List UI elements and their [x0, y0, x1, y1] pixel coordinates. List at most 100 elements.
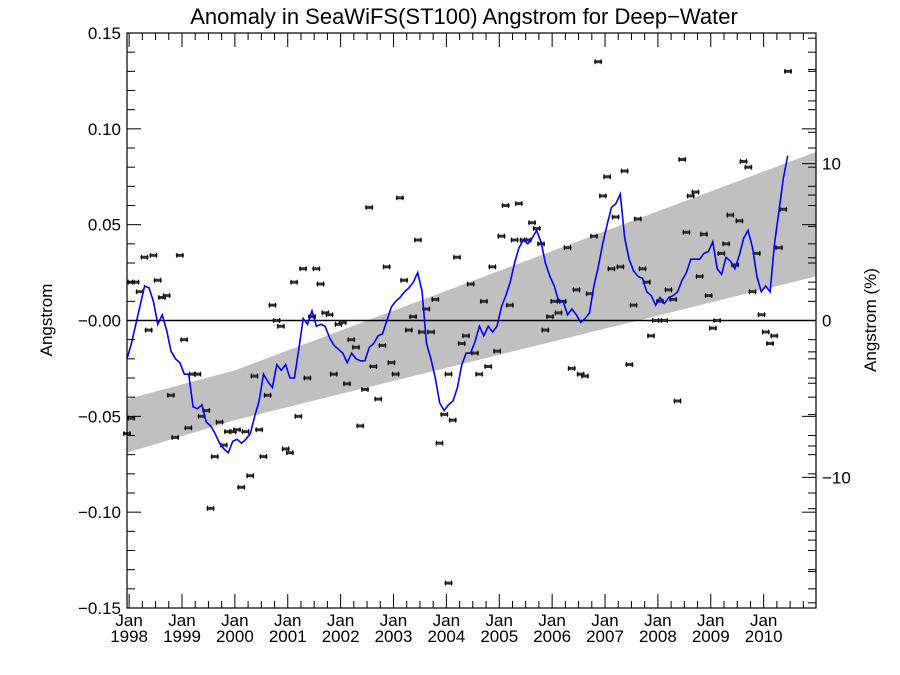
point-marker [550, 299, 559, 303]
x-tick-label-year: 1998 [110, 627, 148, 646]
data-point [461, 333, 470, 339]
data-point [735, 218, 744, 224]
data-point [616, 264, 625, 270]
data-point [268, 302, 277, 308]
point-marker [356, 424, 365, 428]
y-tick-label: −0.00 [78, 312, 121, 331]
data-point [387, 360, 396, 366]
y-right-tick-label: −10 [822, 468, 851, 487]
data-point [744, 164, 753, 170]
point-marker [731, 263, 740, 267]
x-tick-label-month: Jan [115, 611, 142, 630]
point-marker [625, 363, 634, 367]
data-point [391, 371, 400, 377]
data-point [444, 580, 453, 586]
point-marker [131, 280, 140, 284]
x-tick-label-month: Jan [486, 611, 513, 630]
point-marker [770, 334, 779, 338]
point-marker [470, 351, 479, 355]
point-marker [308, 315, 317, 319]
point-marker [598, 194, 607, 198]
data-point [272, 318, 281, 323]
point-marker [638, 267, 647, 271]
data-point [452, 254, 461, 260]
point-marker [572, 288, 581, 292]
point-marker [387, 361, 396, 365]
data-point [347, 337, 356, 343]
point-marker [347, 338, 356, 342]
point-marker [765, 342, 774, 345]
chart-title: Anomaly in SeaWiFS(ST100) Angstrom for D… [190, 4, 738, 29]
x-tick-label-month: Jan [644, 611, 671, 630]
point-marker [193, 372, 202, 376]
point-marker [717, 251, 726, 255]
x-tick-label-month: Jan [274, 611, 301, 630]
point-marker [452, 255, 461, 259]
data-point [395, 195, 404, 201]
point-marker [651, 319, 660, 322]
point-marker [735, 219, 744, 223]
x-axis: Jan1998Jan1999Jan2000Jan2001Jan2002Jan20… [110, 33, 804, 646]
point-marker [255, 428, 264, 432]
data-point [638, 266, 647, 272]
data-point [647, 333, 656, 339]
data-point [466, 281, 475, 287]
x-tick-label-year: 2003 [375, 627, 413, 646]
point-marker [409, 315, 418, 319]
point-marker [726, 213, 735, 217]
point-marker [708, 326, 717, 330]
point-marker [497, 234, 506, 238]
x-tick-label-year: 2001 [269, 627, 307, 646]
x-tick-label-month: Jan [168, 611, 195, 630]
data-point [779, 206, 788, 212]
data-point [514, 201, 523, 207]
data-point [444, 371, 453, 377]
point-marker [272, 319, 281, 322]
data-point [699, 231, 708, 237]
data-point [255, 427, 264, 433]
point-marker [175, 253, 184, 257]
point-marker [144, 328, 153, 332]
data-point [329, 371, 338, 377]
point-marker [444, 581, 453, 585]
point-marker [523, 238, 532, 242]
data-point [717, 250, 726, 256]
data-point [276, 323, 285, 329]
x-tick-label-year: 2002 [322, 627, 360, 646]
point-marker [514, 202, 523, 206]
data-point [342, 381, 351, 387]
point-marker [510, 238, 519, 242]
data-point [435, 440, 444, 446]
data-point [299, 266, 308, 272]
point-marker [237, 485, 246, 489]
point-marker [365, 205, 374, 209]
point-marker [378, 343, 387, 347]
point-marker [259, 455, 268, 459]
data-point [550, 298, 559, 304]
trend-band [127, 151, 816, 453]
data-point [704, 293, 713, 299]
data-point [686, 193, 695, 199]
data-point [171, 434, 180, 440]
data-point [140, 254, 149, 260]
point-marker [475, 372, 484, 376]
x-tick-label-year: 2004 [427, 627, 465, 646]
point-marker [554, 311, 563, 315]
point-marker [761, 330, 770, 334]
x-tick-label-year: 2007 [586, 627, 624, 646]
point-marker [338, 320, 347, 324]
data-point [598, 193, 607, 199]
data-point [457, 341, 466, 346]
data-point [149, 252, 158, 258]
right-y-axis: 10 0 −10 [802, 37, 851, 604]
data-point [382, 264, 391, 270]
point-marker [444, 372, 453, 376]
data-point [625, 362, 634, 368]
data-point [259, 454, 268, 460]
point-marker [299, 267, 308, 271]
data-point [528, 220, 537, 226]
data-point [356, 423, 365, 429]
point-marker [686, 194, 695, 198]
x-tick-label-year: 2000 [216, 627, 254, 646]
